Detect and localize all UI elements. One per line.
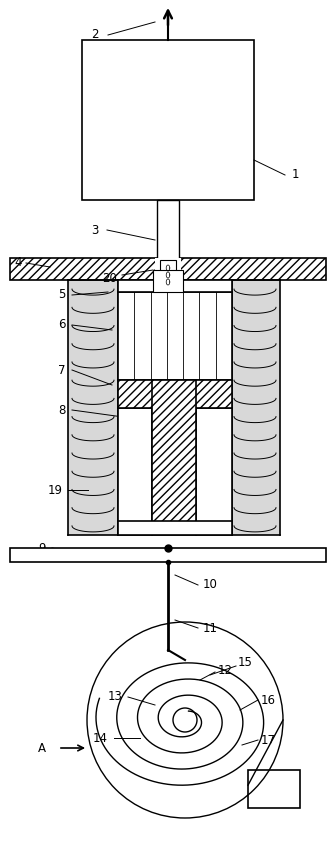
Bar xyxy=(10,258,326,280)
Text: 2: 2 xyxy=(91,28,99,41)
Bar xyxy=(248,770,300,808)
Bar xyxy=(118,408,152,535)
Text: 12: 12 xyxy=(217,664,233,677)
Bar xyxy=(118,380,232,408)
Text: 4: 4 xyxy=(14,256,22,269)
Bar xyxy=(157,200,179,260)
Text: 14: 14 xyxy=(92,732,108,745)
Text: 1: 1 xyxy=(291,169,299,181)
Text: 3: 3 xyxy=(91,224,99,236)
Text: 13: 13 xyxy=(108,691,122,703)
Text: 11: 11 xyxy=(203,622,217,635)
Bar xyxy=(118,280,232,292)
Text: 6: 6 xyxy=(58,318,66,331)
Bar xyxy=(196,408,232,535)
Bar xyxy=(152,380,196,535)
Text: 8: 8 xyxy=(58,403,66,416)
Bar xyxy=(68,280,118,535)
Text: 5: 5 xyxy=(58,288,66,302)
Bar xyxy=(10,548,326,562)
Text: 19: 19 xyxy=(47,483,62,496)
Text: 15: 15 xyxy=(238,656,252,669)
Text: 16: 16 xyxy=(260,693,276,707)
Bar xyxy=(118,521,232,535)
Text: 18: 18 xyxy=(278,787,292,800)
Text: 20: 20 xyxy=(102,272,118,285)
Text: A: A xyxy=(38,741,46,754)
Bar xyxy=(160,260,176,290)
Text: 9: 9 xyxy=(38,542,46,555)
Bar xyxy=(82,40,254,200)
Text: 17: 17 xyxy=(260,734,276,746)
Bar xyxy=(118,292,232,380)
Text: 10: 10 xyxy=(203,579,217,592)
Text: 7: 7 xyxy=(58,364,66,377)
Bar xyxy=(155,258,181,280)
Bar xyxy=(153,270,183,292)
Bar xyxy=(232,280,280,535)
